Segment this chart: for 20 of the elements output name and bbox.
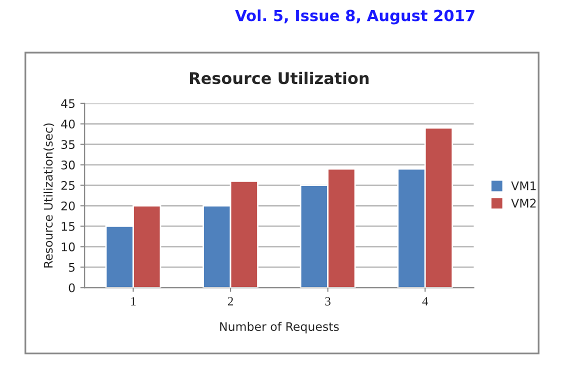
- y-tick-label: 5: [68, 263, 75, 272]
- y-tick-label: 15: [62, 222, 75, 231]
- y-tick-label: 20: [61, 201, 75, 210]
- y-tick-label: 40: [61, 120, 75, 129]
- y-tick-label: 25: [61, 181, 75, 190]
- y-tick-label: 30: [61, 160, 75, 170]
- legend-label: VM2: [511, 198, 536, 208]
- y-tick-label: 10: [62, 242, 75, 252]
- x-tick-label: 3: [325, 297, 330, 306]
- x-tick-label: 1: [131, 297, 136, 306]
- y-tick-label: 35: [61, 140, 75, 149]
- x-tick-label: 2: [228, 297, 233, 306]
- x-axis-title: Number of Requests: [220, 322, 339, 334]
- legend-label: VM1: [511, 182, 536, 190]
- y-tick-label: 0: [68, 283, 75, 292]
- y-axis-title: Resource Utilization(sec): [44, 123, 54, 268]
- y-tick-label: 45: [61, 99, 75, 108]
- x-tick-label: 4: [422, 297, 428, 306]
- text: Vol. 5, Issue 8, August 2017: [235, 9, 474, 24]
- chart-title: Resource Utilization: [190, 72, 369, 84]
